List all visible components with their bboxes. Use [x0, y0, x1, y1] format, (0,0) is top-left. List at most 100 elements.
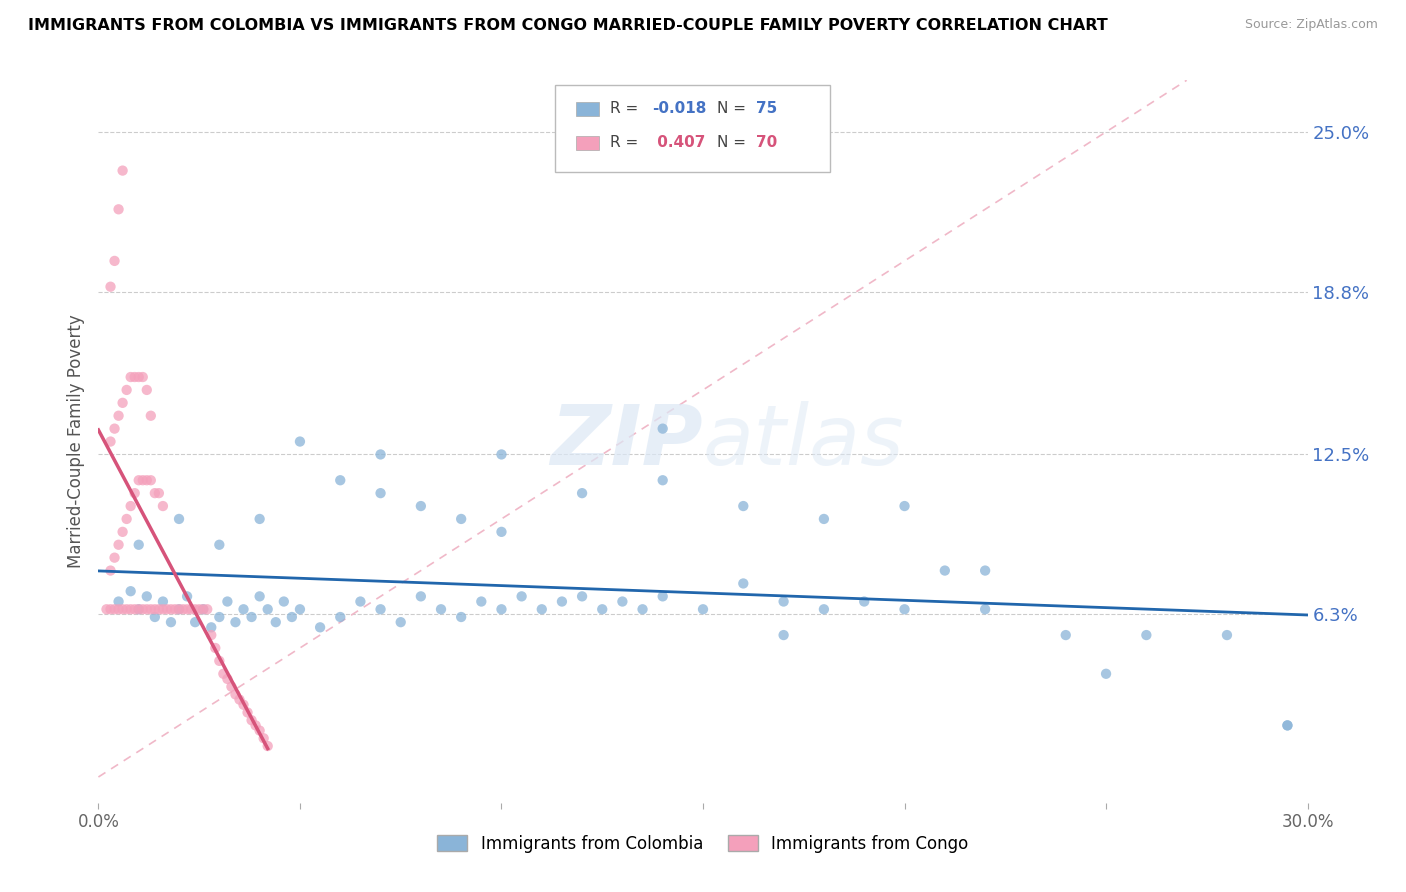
Point	[120, 584, 142, 599]
Point	[193, 602, 215, 616]
Point	[128, 602, 150, 616]
Point	[651, 473, 673, 487]
Point	[329, 473, 352, 487]
Point	[139, 602, 162, 616]
Point	[176, 602, 198, 616]
Point	[245, 718, 267, 732]
Point	[240, 610, 263, 624]
Point	[974, 564, 997, 578]
Point	[450, 512, 472, 526]
Point	[224, 615, 246, 630]
Point	[470, 594, 492, 608]
Point	[128, 370, 150, 384]
Point	[107, 602, 129, 616]
Point	[1277, 718, 1299, 732]
Text: 70: 70	[756, 136, 778, 150]
Point	[389, 615, 412, 630]
Text: ZIP: ZIP	[550, 401, 703, 482]
Point	[152, 602, 174, 616]
Point	[551, 594, 574, 608]
Point	[212, 666, 235, 681]
Point	[124, 602, 146, 616]
Point	[571, 590, 593, 604]
Point	[530, 602, 553, 616]
Point	[1135, 628, 1157, 642]
Point	[200, 628, 222, 642]
Point	[217, 594, 239, 608]
Point	[188, 602, 211, 616]
Point	[111, 602, 134, 616]
Point	[103, 422, 125, 436]
Point	[100, 279, 122, 293]
Point	[135, 473, 157, 487]
Point	[132, 602, 155, 616]
Point	[148, 602, 170, 616]
Point	[491, 447, 513, 461]
Text: IMMIGRANTS FROM COLOMBIA VS IMMIGRANTS FROM CONGO MARRIED-COUPLE FAMILY POVERTY : IMMIGRANTS FROM COLOMBIA VS IMMIGRANTS F…	[28, 18, 1108, 33]
Point	[100, 602, 122, 616]
Point	[128, 538, 150, 552]
Point	[221, 680, 243, 694]
Point	[107, 409, 129, 423]
Point	[249, 590, 271, 604]
Point	[103, 254, 125, 268]
Point	[893, 499, 915, 513]
Point	[249, 723, 271, 738]
Point	[1216, 628, 1239, 642]
Point	[176, 590, 198, 604]
Point	[100, 434, 122, 449]
Point	[143, 610, 166, 624]
Point	[124, 370, 146, 384]
Point	[120, 370, 142, 384]
Point	[120, 602, 142, 616]
Point	[813, 512, 835, 526]
Point	[591, 602, 613, 616]
Point	[430, 602, 453, 616]
Point	[200, 620, 222, 634]
Point	[115, 383, 138, 397]
Point	[100, 564, 122, 578]
Point	[733, 576, 755, 591]
Point	[974, 602, 997, 616]
Text: 0.407: 0.407	[652, 136, 706, 150]
Point	[160, 615, 183, 630]
Point	[128, 602, 150, 616]
Point	[135, 590, 157, 604]
Point	[249, 512, 271, 526]
Point	[143, 486, 166, 500]
Point	[236, 706, 259, 720]
Point	[132, 370, 155, 384]
Point	[152, 594, 174, 608]
Point	[135, 383, 157, 397]
Point	[491, 524, 513, 539]
Point	[253, 731, 276, 746]
Text: R =: R =	[610, 102, 644, 116]
Point	[288, 602, 311, 616]
Text: atlas: atlas	[703, 401, 904, 482]
Text: 75: 75	[756, 102, 778, 116]
Point	[631, 602, 654, 616]
Point	[853, 594, 876, 608]
Point	[143, 602, 166, 616]
Point	[893, 602, 915, 616]
Point	[281, 610, 304, 624]
Point	[156, 602, 179, 616]
Text: N =: N =	[717, 136, 751, 150]
Point	[733, 499, 755, 513]
Point	[309, 620, 332, 634]
Point	[120, 499, 142, 513]
Point	[107, 594, 129, 608]
Point	[510, 590, 533, 604]
Point	[491, 602, 513, 616]
Point	[111, 396, 134, 410]
Point	[349, 594, 371, 608]
Point	[167, 512, 190, 526]
Point	[232, 698, 254, 712]
Point	[111, 524, 134, 539]
Point	[772, 628, 794, 642]
Point	[208, 538, 231, 552]
Point	[180, 602, 202, 616]
Point	[184, 615, 207, 630]
Point	[111, 163, 134, 178]
Point	[409, 590, 432, 604]
